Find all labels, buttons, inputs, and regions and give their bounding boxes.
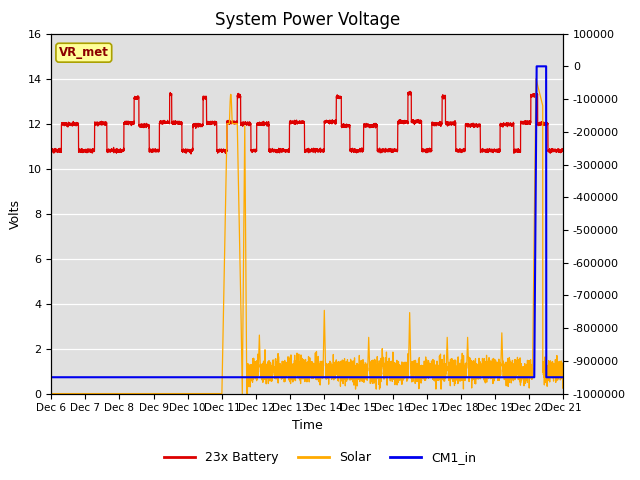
23x Battery <box>406 88 414 94</box>
23x Battery <box>277 148 285 154</box>
Solar <box>556 367 563 373</box>
CM1_in <box>47 374 55 380</box>
23x Battery <box>556 148 563 154</box>
Legend: 23x Battery, Solar, CM1_in: 23x Battery, Solar, CM1_in <box>159 446 481 469</box>
CM1_in <box>172 374 179 380</box>
Solar <box>559 369 567 374</box>
CM1_in <box>276 374 284 380</box>
CM1_in <box>241 374 248 380</box>
23x Battery <box>166 92 174 98</box>
23x Battery <box>187 151 195 157</box>
23x Battery <box>169 120 177 126</box>
Solar <box>166 391 174 396</box>
X-axis label: Time: Time <box>292 419 323 432</box>
CM1_in <box>532 63 540 69</box>
CM1_in <box>556 374 563 380</box>
23x Battery <box>172 120 179 126</box>
23x Battery <box>47 149 55 155</box>
Y-axis label: Volts: Volts <box>9 199 22 228</box>
Solar <box>241 180 248 186</box>
Solar <box>169 391 177 396</box>
Line: 23x Battery: 23x Battery <box>51 91 563 154</box>
Title: System Power Voltage: System Power Voltage <box>214 11 400 29</box>
23x Battery <box>241 120 248 125</box>
Solar <box>532 76 540 82</box>
23x Battery <box>559 147 567 153</box>
Text: VR_met: VR_met <box>59 46 109 59</box>
Line: CM1_in: CM1_in <box>51 66 563 377</box>
CM1_in <box>559 374 567 380</box>
Line: Solar: Solar <box>51 79 563 394</box>
CM1_in <box>169 374 177 380</box>
Solar <box>47 391 55 396</box>
CM1_in <box>166 374 174 380</box>
Solar <box>276 372 284 377</box>
Solar <box>172 391 179 396</box>
